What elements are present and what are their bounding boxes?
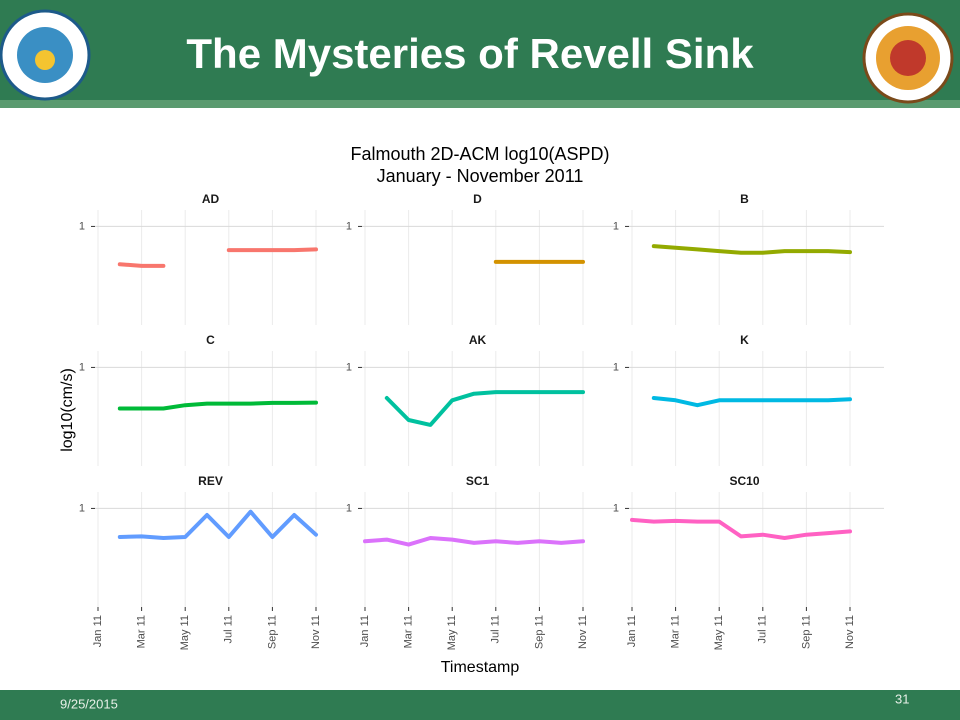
y-tick-label: 1	[79, 502, 85, 514]
x-tick-label: Jan 11	[92, 615, 104, 647]
slide-title: The Mysteries of Revell Sink	[186, 30, 754, 77]
facet-line	[651, 244, 852, 255]
page-number: 31	[895, 691, 909, 706]
x-tick-label: Nov 11	[577, 615, 589, 649]
x-tick-label: Jan 11	[626, 615, 638, 647]
x-tick-label: Nov 11	[844, 615, 856, 649]
facet-line	[117, 400, 318, 411]
facet-line	[384, 390, 585, 427]
x-tick-label: May 11	[446, 615, 458, 650]
x-tick-label: May 11	[179, 615, 191, 650]
facet-strip-label: C	[206, 333, 215, 347]
facet-line	[363, 536, 585, 547]
y-tick-label: 1	[346, 220, 352, 232]
x-tick-label: Jan 11	[359, 615, 371, 647]
y-axis-label: log10(cm/s)	[59, 368, 76, 452]
header-stripe	[0, 100, 960, 108]
x-tick-label: Jul 11	[223, 615, 235, 644]
chart-subtitle: January - November 2011	[377, 166, 584, 186]
y-tick-label: 1	[346, 361, 352, 373]
x-tick-label: Mar 11	[403, 615, 415, 648]
panel	[362, 210, 617, 325]
y-tick-label: 1	[613, 220, 619, 232]
facet-line	[117, 247, 318, 268]
facet-strip-label: B	[740, 192, 749, 206]
facet-strip-label: REV	[198, 474, 223, 488]
panel	[362, 351, 617, 466]
facet-line	[630, 517, 852, 540]
panel	[362, 492, 617, 607]
x-tick-label: Jul 11	[757, 615, 769, 644]
dep-logo-sun	[35, 50, 55, 70]
x-axis-label: Timestamp	[441, 659, 520, 676]
facet-line	[117, 509, 318, 540]
facet-strip-label: AD	[202, 192, 220, 206]
y-tick-label: 1	[79, 220, 85, 232]
footer-date: 9/25/2015	[60, 696, 118, 711]
x-tick-label: Nov 11	[310, 615, 322, 649]
x-tick-label: Mar 11	[136, 615, 148, 648]
header-bar	[0, 0, 960, 108]
x-tick-label: Sep 11	[800, 615, 812, 649]
facet-strip-label: AK	[469, 333, 487, 347]
y-tick-label: 1	[613, 502, 619, 514]
panel	[629, 351, 884, 466]
panel	[95, 492, 350, 607]
y-tick-label: 1	[346, 502, 352, 514]
facet-strip-label: SC1	[466, 474, 490, 488]
y-tick-label: 1	[613, 361, 619, 373]
chart-title: Falmouth 2D-ACM log10(ASPD)	[350, 144, 609, 164]
y-tick-label: 1	[79, 361, 85, 373]
x-tick-label: Jul 11	[490, 615, 502, 644]
facet-strip-label: D	[473, 192, 482, 206]
fgs-logo-core	[890, 40, 926, 76]
facet-strip-label: SC10	[729, 474, 759, 488]
facet-line	[651, 396, 852, 408]
facet-strip-label: K	[740, 333, 749, 347]
panel	[629, 492, 884, 607]
panel	[629, 210, 884, 325]
x-tick-label: May 11	[713, 615, 725, 650]
x-tick-label: Sep 11	[266, 615, 278, 649]
x-tick-label: Mar 11	[670, 615, 682, 648]
panel	[95, 210, 350, 325]
footer-bar	[0, 690, 960, 720]
x-tick-label: Sep 11	[533, 615, 545, 649]
